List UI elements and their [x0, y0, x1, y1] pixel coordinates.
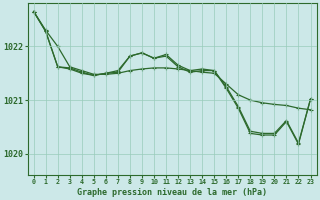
X-axis label: Graphe pression niveau de la mer (hPa): Graphe pression niveau de la mer (hPa) [77, 188, 267, 197]
